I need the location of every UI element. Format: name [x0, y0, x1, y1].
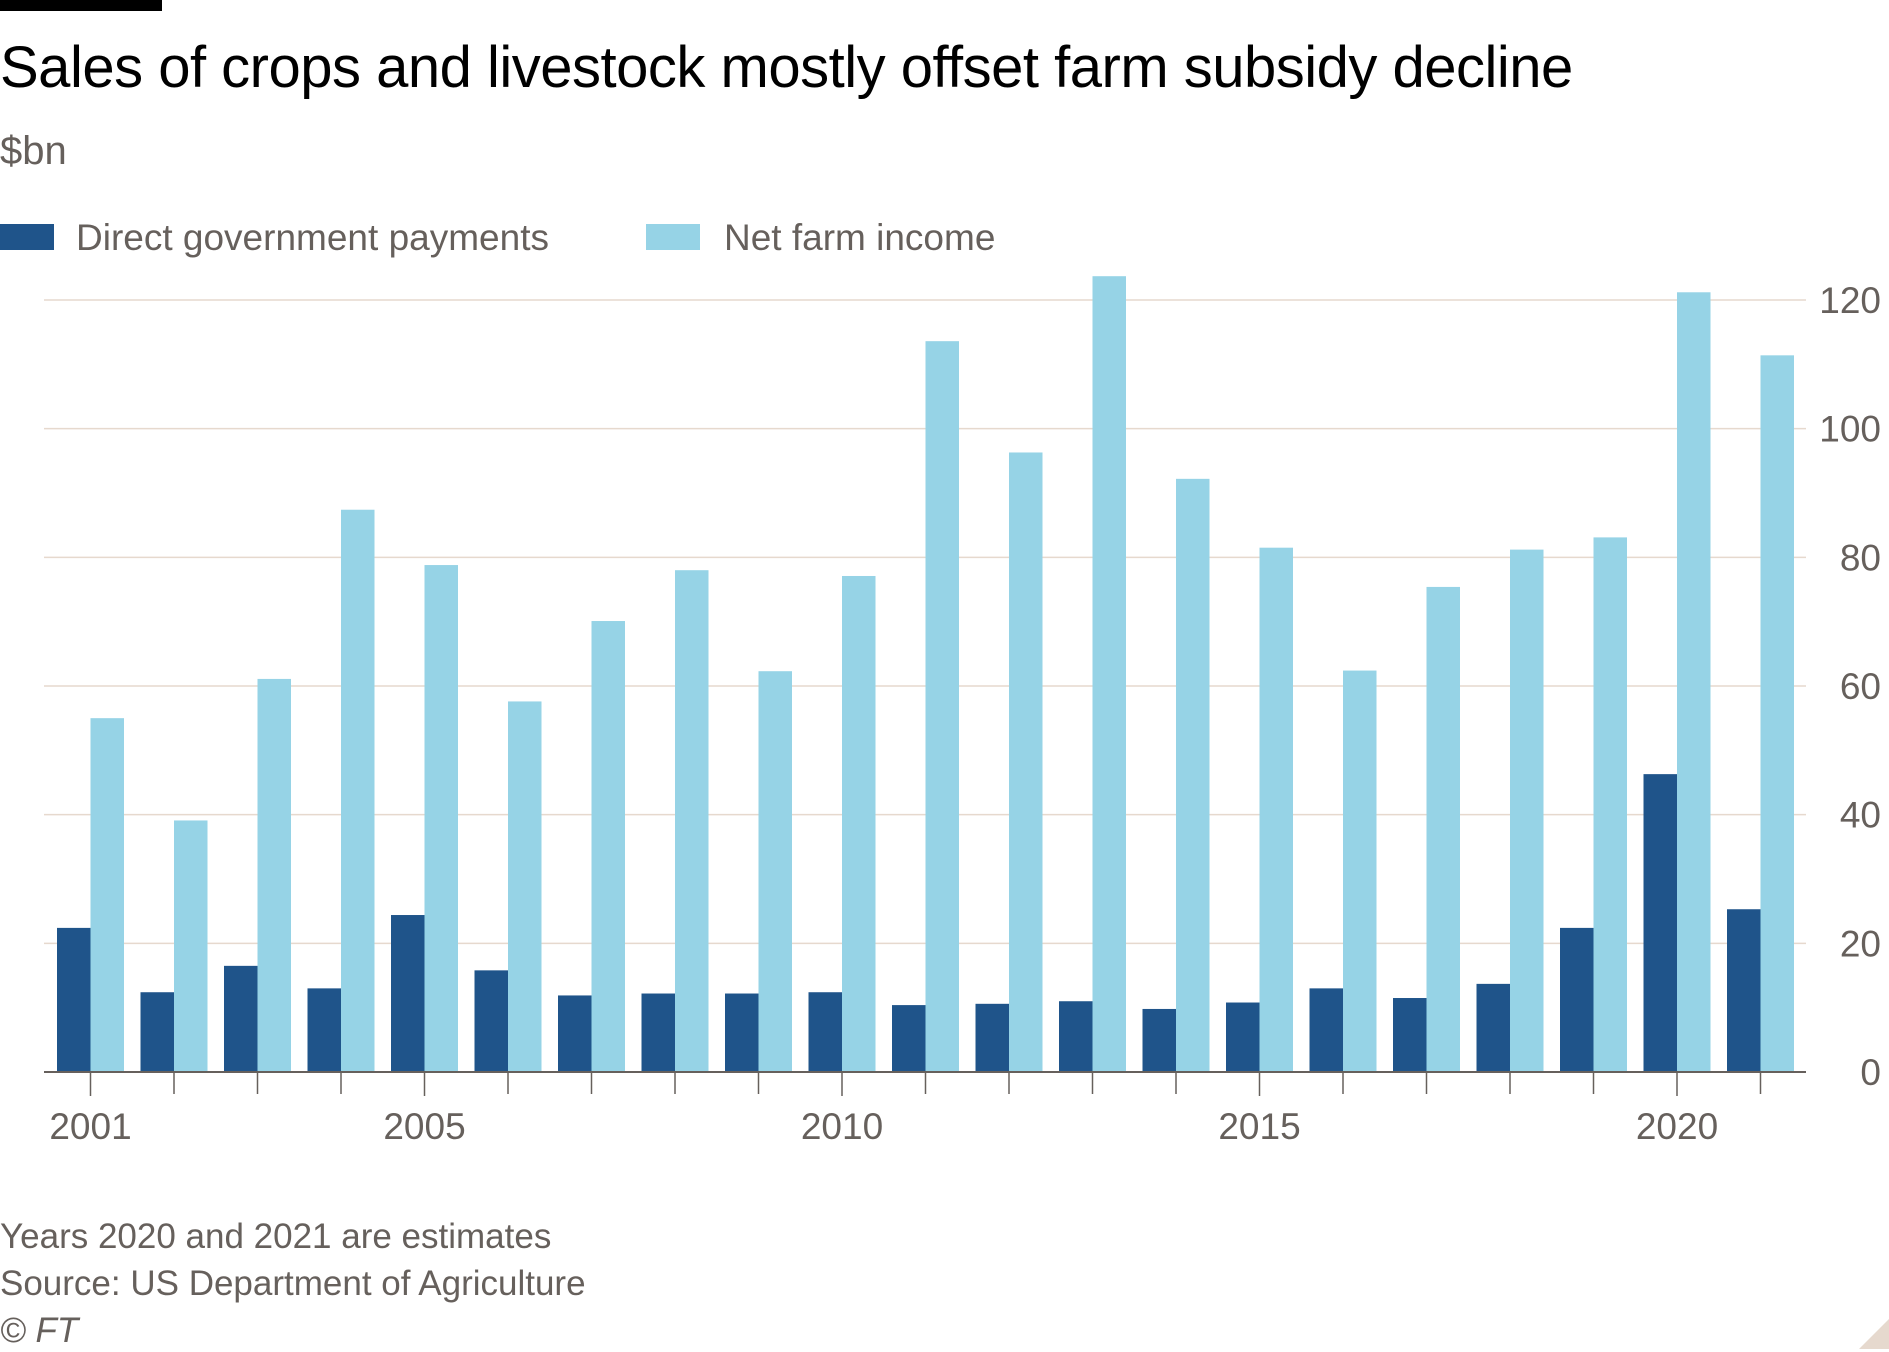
bar-direct-payments-2016: [1309, 988, 1343, 1072]
y-tick-label: 60: [1840, 666, 1881, 707]
bar-direct-payments-2002: [140, 992, 174, 1072]
chart-subtitle: $bn: [0, 129, 67, 173]
y-tick-label: 120: [1819, 280, 1881, 321]
bar-direct-payments-2010: [808, 992, 842, 1072]
bar-direct-payments-2007: [558, 995, 592, 1072]
bar-direct-payments-2005: [391, 915, 425, 1072]
bar-net-farm-income-2003: [257, 678, 291, 1072]
bar-net-farm-income-2005: [424, 565, 458, 1072]
x-tick-label: 2020: [1636, 1106, 1718, 1147]
bar-direct-payments-2013: [1059, 1001, 1093, 1072]
legend-swatch-direct-payments: [0, 224, 54, 250]
x-tick-label: 2001: [49, 1106, 131, 1147]
bar-direct-payments-2018: [1476, 983, 1510, 1072]
bar-net-farm-income-2016: [1343, 670, 1377, 1072]
bar-direct-payments-2001: [57, 927, 91, 1072]
chart-title: Sales of crops and livestock mostly offs…: [0, 35, 1573, 100]
brand-top-bar: [0, 0, 162, 11]
bar-net-farm-income-2008: [675, 570, 709, 1072]
y-tick-label: 0: [1860, 1052, 1881, 1093]
bar-direct-payments-2021: [1727, 909, 1761, 1072]
y-tick-label: 100: [1819, 409, 1881, 450]
bar-direct-payments-2017: [1393, 998, 1427, 1072]
x-tick-label: 2005: [383, 1106, 465, 1147]
bar-net-farm-income-2006: [508, 701, 542, 1072]
y-tick-label: 40: [1840, 795, 1881, 836]
bar-net-farm-income-2002: [174, 820, 208, 1072]
footnote-estimates: Years 2020 and 2021 are estimates: [0, 1217, 552, 1256]
bar-direct-payments-2006: [474, 970, 508, 1072]
legend-label-direct-payments: Direct government payments: [76, 217, 549, 258]
y-tick-label: 20: [1840, 923, 1881, 964]
bar-direct-payments-2011: [892, 1005, 926, 1072]
bar-net-farm-income-2012: [1009, 452, 1043, 1073]
bar-chart: 0 20 40 60 80 100 120 2001 2005 2010 2015 2020: [44, 276, 1881, 1147]
bar-net-farm-income-2017: [1426, 586, 1460, 1072]
bar-net-farm-income-2004: [341, 509, 375, 1072]
legend-swatch-net-farm-income: [646, 224, 700, 250]
bar-net-farm-income-2011: [925, 341, 959, 1072]
bar-direct-payments-2009: [725, 993, 759, 1072]
axis-layer: 0 20 40 60 80 100 120 2001 2005 2010 2015 2020: [44, 280, 1881, 1147]
bar-layer: [57, 276, 1794, 1073]
bar-direct-payments-2003: [224, 965, 258, 1072]
bar-direct-payments-2008: [641, 993, 675, 1072]
x-tick-label: 2010: [801, 1106, 883, 1147]
footnote-credit: © FT: [0, 1311, 79, 1350]
x-tick-label: 2015: [1218, 1106, 1300, 1147]
bar-net-farm-income-2009: [758, 671, 792, 1072]
bar-net-farm-income-2018: [1510, 549, 1544, 1072]
bar-direct-payments-2020: [1643, 774, 1677, 1072]
bar-net-farm-income-2015: [1259, 547, 1293, 1072]
bar-direct-payments-2004: [307, 988, 341, 1072]
bar-net-farm-income-2013: [1092, 276, 1126, 1072]
bar-direct-payments-2015: [1226, 1002, 1260, 1072]
bar-net-farm-income-2007: [591, 621, 625, 1072]
bar-direct-payments-2019: [1560, 927, 1594, 1072]
legend-label-net-farm-income: Net farm income: [724, 217, 996, 258]
y-tick-label: 80: [1840, 537, 1881, 578]
bar-direct-payments-2014: [1142, 1008, 1176, 1072]
bar-net-farm-income-2014: [1176, 478, 1210, 1072]
corner-mark: [1859, 1319, 1889, 1349]
bar-net-farm-income-2021: [1760, 355, 1794, 1072]
bar-net-farm-income-2001: [90, 718, 124, 1072]
bar-net-farm-income-2010: [842, 575, 876, 1072]
bar-direct-payments-2012: [975, 1003, 1009, 1072]
bar-net-farm-income-2020: [1677, 292, 1711, 1072]
bar-net-farm-income-2019: [1593, 537, 1627, 1072]
footnote-source: Source: US Department of Agriculture: [0, 1264, 586, 1303]
